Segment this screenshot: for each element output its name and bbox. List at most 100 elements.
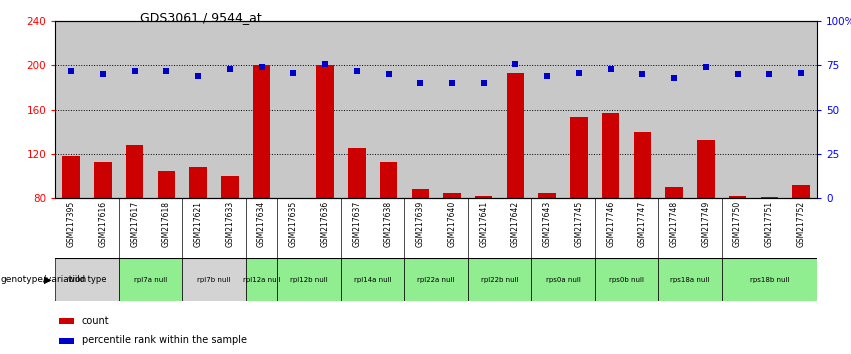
Text: rps0a null: rps0a null [545,277,580,282]
Text: ▶: ▶ [43,275,51,285]
Point [382,72,396,77]
Bar [59,318,74,324]
Text: rpl12b null: rpl12b null [290,277,328,282]
Bar [126,145,143,198]
Text: GSM217395: GSM217395 [66,201,76,247]
Text: count: count [82,315,110,326]
Bar [729,196,746,198]
Bar [253,65,271,198]
Bar [341,258,404,301]
Bar [55,258,119,301]
Point [223,66,237,72]
Point [731,72,745,77]
Text: GSM217639: GSM217639 [416,201,425,247]
Bar [277,258,341,301]
Text: GSM217643: GSM217643 [543,201,551,247]
Bar [157,171,175,198]
Bar [506,73,524,198]
Text: rps0b null: rps0b null [609,277,644,282]
Bar [317,65,334,198]
Text: GSM217751: GSM217751 [765,201,774,247]
Bar [380,162,397,198]
Bar [475,196,493,198]
Point [762,72,776,77]
Point [572,70,585,75]
Bar [59,338,74,343]
Text: genotype/variation: genotype/variation [1,275,87,284]
Point [636,72,649,77]
Text: GSM217641: GSM217641 [479,201,488,247]
Text: percentile rank within the sample: percentile rank within the sample [82,335,247,346]
Point [350,68,363,74]
Point [509,61,523,67]
Text: rpl12a null: rpl12a null [243,277,281,282]
Bar [531,258,595,301]
Bar [665,187,683,198]
Bar [634,132,651,198]
Text: rpl22a null: rpl22a null [417,277,455,282]
Text: GSM217745: GSM217745 [574,201,584,247]
Point [604,66,618,72]
Point [318,61,332,67]
Point [287,70,300,75]
Text: rpl7b null: rpl7b null [197,277,231,282]
Point [128,68,141,74]
Text: GSM217640: GSM217640 [448,201,456,247]
Bar [190,167,207,198]
Text: GSM217636: GSM217636 [321,201,329,247]
Text: GSM217618: GSM217618 [162,201,171,247]
Bar [468,258,531,301]
Text: GSM217752: GSM217752 [797,201,806,247]
Point [540,73,554,79]
Bar [602,113,620,198]
Point [699,64,712,70]
Bar [62,156,80,198]
Bar [221,176,238,198]
Point [254,64,268,70]
Point [414,80,427,86]
Bar [284,198,302,199]
Point [160,68,174,74]
Text: GSM217617: GSM217617 [130,201,140,247]
Text: rpl7a null: rpl7a null [134,277,167,282]
Text: GSM217637: GSM217637 [352,201,362,247]
Bar [412,189,429,198]
Bar [182,258,246,301]
Text: GDS3061 / 9544_at: GDS3061 / 9544_at [140,11,262,24]
Point [445,80,459,86]
Text: GSM217747: GSM217747 [638,201,647,247]
Text: GSM217748: GSM217748 [670,201,678,247]
Text: rpl14a null: rpl14a null [354,277,391,282]
Point [65,68,78,74]
Text: GSM217621: GSM217621 [194,201,203,247]
Bar [761,197,778,198]
Text: rpl22b null: rpl22b null [481,277,518,282]
Point [191,73,205,79]
Text: GSM217642: GSM217642 [511,201,520,247]
Bar [539,193,556,198]
Point [794,70,808,75]
Text: rps18a null: rps18a null [671,277,710,282]
Text: GSM217633: GSM217633 [226,201,234,247]
Bar [595,258,659,301]
Text: GSM217635: GSM217635 [288,201,298,247]
Text: GSM217616: GSM217616 [99,201,107,247]
Bar [792,185,810,198]
Bar [443,193,460,198]
Text: rps18b null: rps18b null [750,277,789,282]
Text: GSM217750: GSM217750 [733,201,742,247]
Point [96,72,110,77]
Text: GSM217746: GSM217746 [606,201,615,247]
Text: GSM217638: GSM217638 [384,201,393,247]
Point [667,75,681,81]
Bar [119,258,182,301]
Bar [246,258,277,301]
Bar [697,139,715,198]
Bar [404,258,468,301]
Bar [570,118,588,198]
Bar [722,258,817,301]
Point [477,80,490,86]
Bar [94,162,111,198]
Bar [659,258,722,301]
Text: GSM217634: GSM217634 [257,201,266,247]
